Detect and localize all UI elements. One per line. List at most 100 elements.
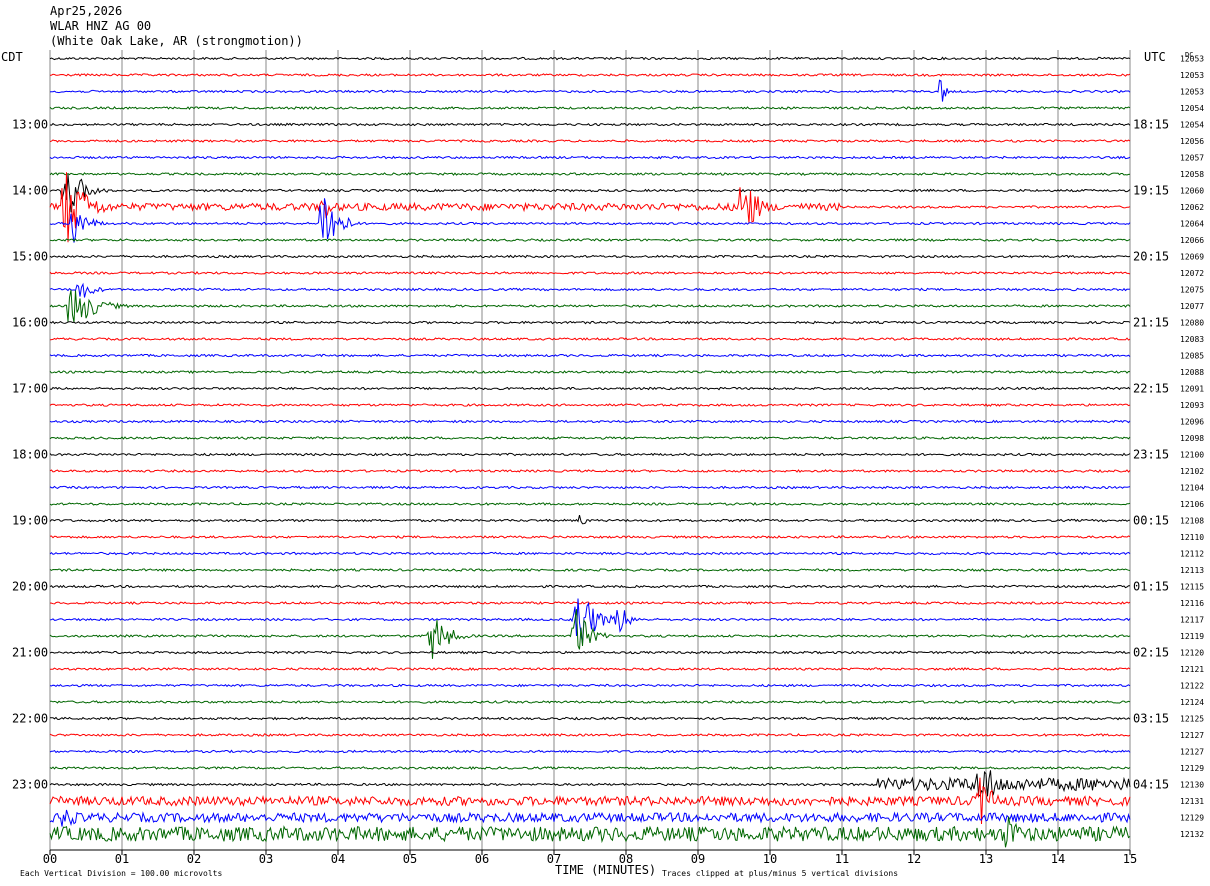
trace-line — [49, 282, 1131, 298]
dc-offset-label: 12125 — [1180, 715, 1204, 724]
dc-offset-label: 12120 — [1180, 649, 1204, 658]
dc-offset-label: 12060 — [1180, 187, 1204, 196]
trace-line — [49, 452, 1131, 457]
trace-line — [49, 469, 1131, 473]
trace-line — [49, 106, 1131, 110]
dc-offset-label: 12117 — [1180, 616, 1204, 625]
x-tick-label: 15 — [1123, 852, 1137, 866]
dc-offset-label: 12053 — [1180, 88, 1204, 97]
dc-offset-label: 12080 — [1180, 319, 1204, 328]
dc-offset-label: 12106 — [1180, 500, 1204, 509]
x-tick-label: 00 — [43, 852, 57, 866]
trace-line — [49, 551, 1131, 556]
trace-line — [49, 289, 1131, 323]
left-hour-label: 16:00 — [12, 316, 48, 330]
trace-line — [49, 174, 1131, 213]
dc-offset-label: 12127 — [1180, 748, 1204, 757]
dc-offset-label: 12100 — [1180, 451, 1204, 460]
seismic-traces — [49, 56, 1131, 848]
dc-offset-label: 12112 — [1180, 550, 1204, 559]
trace-line — [49, 502, 1131, 506]
trace-line — [49, 683, 1131, 688]
header-station: WLAR HNZ AG 00 — [50, 19, 151, 33]
trace-line — [49, 79, 1131, 102]
dc-offset-label: 12066 — [1180, 236, 1204, 245]
trace-line — [49, 598, 1131, 644]
dc-offset-label: 12113 — [1180, 566, 1204, 575]
trace-line — [49, 568, 1131, 572]
trace-line — [49, 73, 1131, 77]
dc-offset-label: 12069 — [1180, 253, 1204, 262]
dc-offset-label: 12072 — [1180, 269, 1204, 278]
dc-offset-label: 12077 — [1180, 302, 1204, 311]
left-hour-labels: 13:00 14:00 15:00 16:00 17:00 18:00 19:00 20:00… — [12, 118, 48, 792]
x-tick-label: 07 — [547, 852, 561, 866]
dc-offset-label: 12098 — [1180, 434, 1204, 443]
dc-offset-label: 12054 — [1180, 104, 1204, 113]
x-tick-label: 13 — [979, 852, 993, 866]
left-hour-label: 18:00 — [12, 448, 48, 462]
trace-line — [49, 172, 1131, 243]
trace-line — [49, 337, 1131, 341]
trace-line — [49, 770, 1131, 797]
x-tick-label: 11 — [835, 852, 849, 866]
x-tick-label: 10 — [763, 852, 777, 866]
dc-offset-label: 12057 — [1180, 154, 1204, 163]
dc-offset-label: 12110 — [1180, 533, 1204, 542]
trace-line — [49, 419, 1131, 424]
scale-note: Each Vertical Division = 100.00 microvol… — [20, 869, 222, 878]
trace-line — [49, 700, 1131, 704]
dc-offset-label: 12129 — [1180, 814, 1204, 823]
trace-line — [49, 386, 1131, 391]
trace-line — [49, 514, 1131, 525]
dc-offset-label: 12102 — [1180, 467, 1204, 476]
x-tick-label: 12 — [907, 852, 921, 866]
trace-line — [49, 370, 1131, 374]
dc-offset-label: 12104 — [1180, 484, 1204, 493]
trace-line — [49, 198, 1131, 243]
right-hour-label: 21:15 — [1133, 316, 1169, 330]
dc-label: DC — [1185, 51, 1193, 59]
dc-offset-labels: 12053 12053 12053 12054 12054 12056 12057 12058… — [1180, 55, 1204, 840]
trace-line — [49, 733, 1131, 737]
vertical-grid — [49, 50, 1131, 850]
dc-offset-label: 12056 — [1180, 137, 1204, 146]
trace-line — [50, 667, 1131, 671]
right-hour-label: 20:15 — [1133, 250, 1169, 264]
right-zone-label: UTC — [1144, 50, 1166, 64]
dc-offset-label: 12088 — [1180, 368, 1204, 377]
dc-offset-label: 12108 — [1180, 517, 1204, 526]
clip-note: Traces clipped at plus/minus 5 vertical … — [662, 869, 898, 878]
right-hour-label: 19:15 — [1133, 184, 1169, 198]
trace-line — [49, 777, 1131, 825]
dc-offset-label: 12127 — [1180, 731, 1204, 740]
right-hour-label: 02:15 — [1133, 646, 1169, 660]
right-hour-label: 00:15 — [1133, 514, 1169, 528]
trace-line — [49, 254, 1131, 259]
dc-offset-label: 12121 — [1180, 665, 1204, 674]
right-hour-label: 22:15 — [1133, 382, 1169, 396]
trace-line — [49, 122, 1131, 127]
x-tick-label: 08 — [619, 852, 633, 866]
right-hour-label: 04:15 — [1133, 778, 1169, 792]
left-hour-label: 14:00 — [12, 184, 48, 198]
dc-offset-label: 12091 — [1180, 385, 1204, 394]
dc-offset-label: 12122 — [1180, 682, 1204, 691]
dc-offset-label: 12129 — [1180, 764, 1204, 773]
trace-line — [49, 353, 1131, 358]
trace-line — [49, 155, 1131, 160]
dc-offset-label: 12053 — [1180, 55, 1204, 64]
right-hour-labels: 18:15 19:15 20:15 21:15 22:15 23:15 00:15 01:15… — [1133, 118, 1169, 792]
x-axis-title: TIME (MINUTES) — [555, 863, 656, 877]
right-hour-label: 23:15 — [1133, 448, 1169, 462]
trace-line — [49, 601, 1131, 605]
dc-offset-label: 12132 — [1180, 830, 1204, 839]
trace-line — [49, 650, 1131, 655]
left-hour-label: 17:00 — [12, 382, 48, 396]
dc-offset-label: 12058 — [1180, 170, 1204, 179]
x-tick-label: 02 — [187, 852, 201, 866]
dc-offset-label: 12093 — [1180, 401, 1204, 410]
trace-line — [49, 436, 1131, 440]
trace-line — [49, 485, 1131, 490]
